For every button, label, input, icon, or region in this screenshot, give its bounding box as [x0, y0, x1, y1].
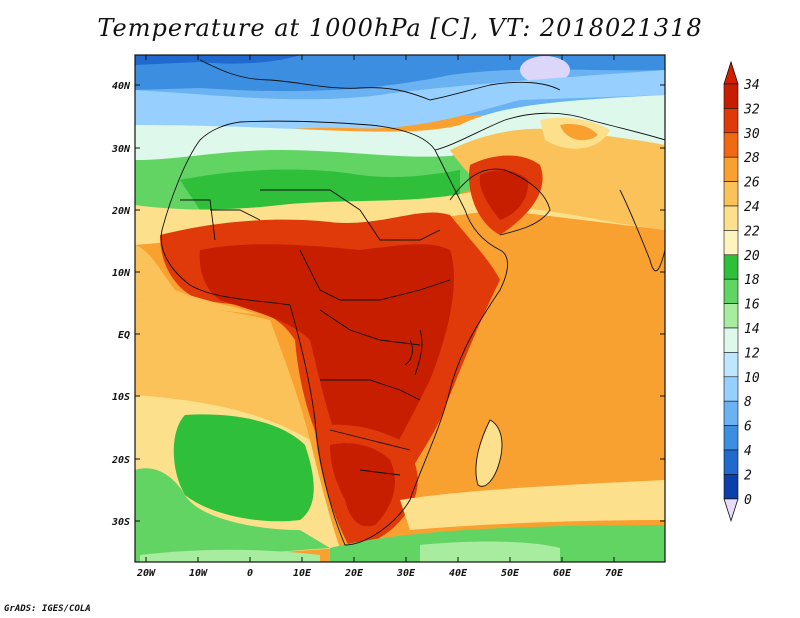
temperature-field — [135, 55, 665, 562]
colorbar-label: 4 — [744, 444, 752, 459]
lat-label-10n: 10N — [112, 268, 131, 279]
colorbar-swatch — [723, 278, 739, 304]
colorbar-swatch — [723, 352, 739, 378]
colorbar-swatch — [723, 327, 739, 353]
lat-label-20n: 20N — [111, 206, 131, 217]
colorbar-label: 28 — [744, 151, 760, 166]
colorbar-swatch — [723, 132, 739, 158]
colorbar-label: 32 — [743, 102, 760, 117]
colorbar-swatch — [723, 83, 739, 109]
colorbar-swatch — [723, 205, 739, 231]
latitude-axis — [135, 84, 665, 522]
colorbar-label: 0 — [744, 493, 752, 508]
lon-label-30e: 30E — [396, 568, 416, 579]
colorbar-swatch — [723, 376, 739, 402]
colorbar-label: 8 — [744, 395, 752, 410]
colorbar-label: 10 — [744, 371, 760, 386]
colorbar-label: 12 — [744, 346, 760, 361]
lon-label-0: 0 — [247, 568, 253, 579]
colorbar-label: 34 — [743, 78, 760, 93]
colorbar-label: 22 — [744, 224, 760, 239]
lat-label-30n: 30N — [111, 144, 131, 155]
colorbar-swatch — [723, 474, 739, 500]
colorbar-swatch — [723, 303, 739, 329]
colorbar-swatch — [723, 156, 739, 182]
colorbar-swatch — [723, 400, 739, 426]
map-frame — [134, 54, 666, 563]
lat-label-30s: 30S — [111, 517, 130, 528]
lon-label-20w: 20W — [136, 568, 156, 579]
lon-label-60e: 60E — [553, 568, 572, 579]
colorbar-label: 6 — [744, 420, 752, 435]
colorbar-bottom-arrow — [723, 498, 739, 523]
lat-label-20s: 20S — [111, 455, 130, 466]
coastlines — [160, 59, 665, 546]
lat-label-10s: 10S — [112, 392, 130, 403]
lon-label-50e: 50E — [501, 568, 520, 579]
lon-label-20e: 20E — [344, 568, 364, 579]
colorbar-label: 26 — [744, 176, 760, 191]
lat-label-40n: 40N — [112, 81, 131, 92]
colorbar-label: 24 — [744, 200, 760, 215]
lon-label-10e: 10E — [293, 568, 312, 579]
colorbar-swatch — [723, 254, 739, 280]
colorbar-label: 2 — [744, 468, 752, 483]
colorbar-label: 16 — [744, 298, 760, 313]
colorbar-swatch — [723, 425, 739, 451]
map-title: Temperature at 1000hPa [C], VT: 20180213… — [97, 14, 703, 42]
colorbar-swatch — [723, 230, 739, 256]
colorbar-label: 14 — [744, 322, 760, 337]
colorbar-top-arrow — [723, 60, 739, 85]
lon-label-70e: 70E — [605, 568, 624, 579]
credit-text: GrADS: IGES/COLA — [4, 604, 91, 614]
colorbar-swatch — [723, 181, 739, 207]
colorbar-swatch — [723, 108, 739, 134]
lon-label-40e: 40E — [449, 568, 468, 579]
colorbar-swatch — [723, 449, 739, 475]
longitude-axis — [145, 55, 615, 562]
lat-label-eq: EQ — [118, 330, 130, 341]
colorbar-label: 20 — [744, 249, 760, 264]
colorbar-label: 18 — [744, 273, 760, 288]
lon-label-10w: 10W — [189, 568, 208, 579]
colorbar-label: 30 — [743, 127, 760, 142]
